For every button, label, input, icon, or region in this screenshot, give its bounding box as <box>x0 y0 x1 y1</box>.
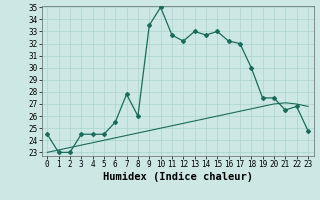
X-axis label: Humidex (Indice chaleur): Humidex (Indice chaleur) <box>103 172 252 182</box>
